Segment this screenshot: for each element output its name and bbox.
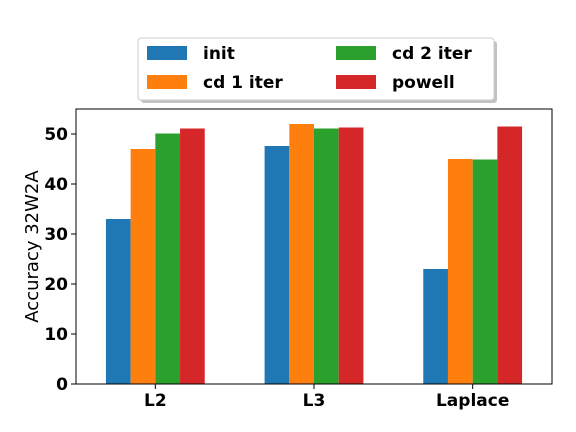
legend-label-cd-1-iter: cd 1 iter: [203, 73, 283, 93]
bar-powell-l3: [338, 127, 364, 384]
x-tick-label: L3: [303, 391, 326, 411]
bar-init-l2: [105, 219, 131, 384]
legend-label-powell: powell: [392, 73, 455, 93]
bar-cd-1-iter-l2: [130, 149, 156, 384]
y-tick-label: 50: [44, 125, 68, 145]
x-tick-label: Laplace: [436, 391, 509, 411]
axes-group: L2 L3 Laplace 0 10 20 30 40 50: [44, 108, 553, 411]
y-tick-label: 40: [44, 175, 68, 195]
bar-cd-2-iter-l2: [155, 133, 181, 384]
legend-swatch-cd-1-iter: [147, 75, 187, 89]
y-tick-label: 0: [56, 375, 68, 395]
bar-cd-1-iter-l3: [289, 124, 314, 384]
bar-init-laplace: [423, 269, 448, 384]
plot-frame: [75, 108, 553, 385]
bar-cd-2-iter-laplace: [472, 159, 498, 384]
y-tick-label: 10: [44, 325, 68, 345]
y-tick-label: 20: [44, 275, 68, 295]
bar-powell-l2: [180, 128, 205, 384]
bar-cd-1-iter-laplace: [447, 159, 473, 384]
legend-swatch-init: [147, 46, 187, 60]
legend-box: [137, 37, 495, 101]
x-tick-label: L2: [144, 391, 167, 411]
bar-powell-laplace: [497, 126, 523, 384]
legend-swatch-cd-2-iter: [336, 46, 376, 60]
legend-label-cd-2-iter: cd 2 iter: [392, 44, 472, 64]
legend: init cd 1 iter cd 2 iter powell: [137, 37, 497, 103]
y-axis-label: Accuracy 32W2A: [22, 170, 43, 323]
bar-cd-2-iter-l3: [314, 128, 339, 384]
y-tick-label: 30: [44, 225, 68, 245]
legend-label-init: init: [203, 44, 235, 64]
bar-init-l3: [264, 146, 290, 384]
bars-group: [105, 124, 523, 384]
legend-swatch-powell: [336, 75, 376, 89]
